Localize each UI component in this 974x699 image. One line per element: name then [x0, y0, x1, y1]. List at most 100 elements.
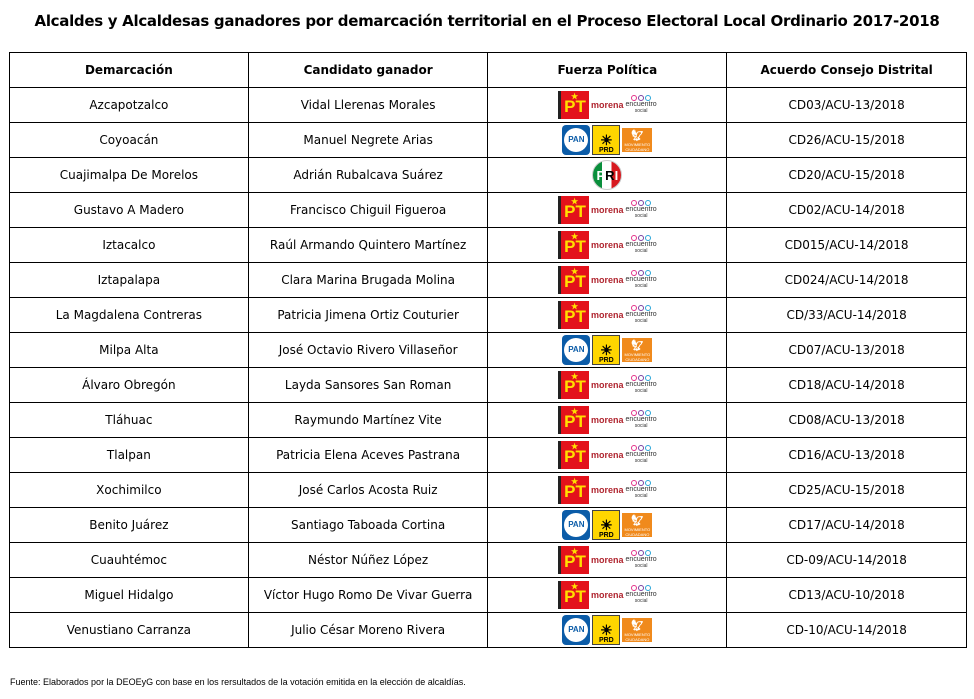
candidato-cell: Patricia Elena Aceves Pastrana — [247, 437, 489, 473]
morena-logo: morena — [591, 485, 624, 495]
candidato-cell: Manuel Negrete Arias — [247, 122, 489, 158]
acuerdo-cell: CD13/ACU-10/2018 — [726, 577, 967, 613]
candidato-cell: Patricia Jimena Ortiz Couturier — [247, 297, 489, 333]
pt-logo: PT — [558, 361, 590, 399]
page-title: Alcaldes y Alcaldesas ganadores por dema… — [34, 12, 940, 30]
candidato-cell: Francisco Chiguil Figueroa — [247, 192, 489, 228]
encuentro-social-logo: encuentro social — [626, 235, 657, 255]
encuentro-social-logo: encuentro social — [626, 375, 657, 395]
table-row: Azcapotzalco Vidal Llerenas Morales PT m… — [9, 81, 967, 123]
movimiento-ciudadano-logo: 🦅︎ MOVIMIENTO CIUDADANO — [622, 513, 653, 537]
header-candidato: Candidato ganador — [247, 52, 489, 88]
fuerza-politica-cell: PAN ☀ PRD 🦅︎ MOVIMIENTO CIUDADANO — [487, 122, 728, 158]
morena-logo: morena — [591, 275, 624, 285]
header-demarcacion: Demarcación — [9, 52, 249, 88]
prd-logo: ☀ PRD — [592, 510, 621, 540]
candidato-cell: Julio César Moreno Rivera — [247, 612, 489, 648]
morena-logo: morena — [591, 240, 624, 250]
encuentro-social-logo: encuentro social — [626, 585, 657, 605]
encuentro-social-logo: encuentro social — [626, 200, 657, 220]
candidato-cell: José Octavio Rivero Villaseñor — [247, 332, 489, 368]
candidato-cell: Néstor Núñez López — [247, 542, 489, 578]
demarcacion-cell: Iztacalco — [9, 227, 249, 263]
demarcacion-cell: Tláhuac — [9, 402, 249, 438]
pt-logo: PT — [558, 466, 590, 504]
acuerdo-cell: CD08/ACU-13/2018 — [726, 402, 967, 438]
pan-logo: PAN — [562, 125, 591, 155]
encuentro-social-logo: encuentro social — [626, 95, 657, 115]
table-row: Benito Juárez Santiago Taboada Cortina P… — [9, 507, 967, 543]
morena-logo: morena — [591, 380, 624, 390]
table-row: Cuauhtémoc Néstor Núñez López PT morena … — [9, 536, 967, 578]
source-note: Fuente: Elaborados por la DEOEyG con bas… — [10, 677, 466, 687]
encuentro-social-logo: encuentro social — [626, 410, 657, 430]
candidato-cell: Raúl Armando Quintero Martínez — [247, 227, 489, 263]
pan-logo: PAN — [562, 510, 591, 540]
movimiento-ciudadano-logo: 🦅︎ MOVIMIENTO CIUDADANO — [622, 128, 653, 152]
demarcacion-cell: Iztapalapa — [9, 262, 249, 298]
morena-logo: morena — [591, 100, 624, 110]
acuerdo-cell: CD-10/ACU-14/2018 — [726, 612, 967, 648]
acuerdo-cell: CD024/ACU-14/2018 — [726, 262, 967, 298]
acuerdo-cell: CD07/ACU-13/2018 — [726, 332, 967, 368]
pri-logo: PRI — [592, 160, 623, 190]
fuerza-politica-cell: PRI — [487, 157, 728, 193]
demarcacion-cell: Milpa Alta — [9, 332, 249, 368]
demarcacion-cell: Tlalpan — [9, 437, 249, 473]
demarcacion-cell: Álvaro Obregón — [9, 367, 249, 403]
table-row: Coyoacán Manuel Negrete Arias PAN ☀ PRD 🦅… — [9, 122, 967, 158]
fuerza-politica-cell: PAN ☀ PRD 🦅︎ MOVIMIENTO CIUDADANO — [487, 612, 728, 648]
pt-logo: PT — [558, 81, 590, 119]
morena-logo: morena — [591, 590, 624, 600]
demarcacion-cell: Coyoacán — [9, 122, 249, 158]
fuerza-politica-cell: PAN ☀ PRD 🦅︎ MOVIMIENTO CIUDADANO — [487, 332, 728, 368]
movimiento-ciudadano-logo: 🦅︎ MOVIMIENTO CIUDADANO — [622, 338, 653, 362]
pan-logo: PAN — [562, 615, 591, 645]
encuentro-social-logo: encuentro social — [626, 270, 657, 290]
pt-logo: PT — [558, 256, 590, 294]
pt-logo: PT — [558, 431, 590, 469]
pan-logo: PAN — [562, 335, 591, 365]
table-row: Milpa Alta José Octavio Rivero Villaseño… — [9, 332, 967, 368]
pt-logo: PT — [558, 571, 590, 609]
candidato-cell: Clara Marina Brugada Molina — [247, 262, 489, 298]
demarcacion-cell: Venustiano Carranza — [9, 612, 249, 648]
demarcacion-cell: Xochimilco — [9, 472, 249, 508]
candidato-cell: Raymundo Martínez Vite — [247, 402, 489, 438]
table-row: Iztacalco Raúl Armando Quintero Martínez… — [9, 221, 967, 263]
table-row: Miguel Hidalgo Víctor Hugo Romo De Vivar… — [9, 571, 967, 613]
acuerdo-cell: CD03/ACU-13/2018 — [726, 87, 967, 123]
movimiento-ciudadano-logo: 🦅︎ MOVIMIENTO CIUDADANO — [622, 618, 653, 642]
table-row: Álvaro Obregón Layda Sansores San Roman … — [9, 361, 967, 403]
prd-logo: ☀ PRD — [592, 615, 621, 645]
encuentro-social-logo: encuentro social — [626, 480, 657, 500]
prd-logo: ☀ PRD — [592, 335, 621, 365]
acuerdo-cell: CD25/ACU-15/2018 — [726, 472, 967, 508]
morena-logo: morena — [591, 555, 624, 565]
candidato-cell: Santiago Taboada Cortina — [247, 507, 489, 543]
demarcacion-cell: Gustavo A Madero — [9, 192, 249, 228]
table-row: Xochimilco José Carlos Acosta Ruiz PT mo… — [9, 466, 967, 508]
morena-logo: morena — [591, 205, 624, 215]
acuerdo-cell: CD02/ACU-14/2018 — [726, 192, 967, 228]
morena-logo: morena — [591, 415, 624, 425]
encuentro-social-logo: encuentro social — [626, 305, 657, 325]
morena-logo: morena — [591, 450, 624, 460]
encuentro-social-logo: encuentro social — [626, 445, 657, 465]
table-row: Tlalpan Patricia Elena Aceves Pastrana P… — [9, 431, 967, 473]
pt-logo: PT — [558, 291, 590, 329]
demarcacion-cell: La Magdalena Contreras — [9, 297, 249, 333]
fuerza-politica-cell: PAN ☀ PRD 🦅︎ MOVIMIENTO CIUDADANO — [487, 507, 728, 543]
demarcacion-cell: Benito Juárez — [9, 507, 249, 543]
table-row: Iztapalapa Clara Marina Brugada Molina P… — [9, 256, 967, 298]
candidato-cell: Layda Sansores San Roman — [247, 367, 489, 403]
candidato-cell: José Carlos Acosta Ruiz — [247, 472, 489, 508]
